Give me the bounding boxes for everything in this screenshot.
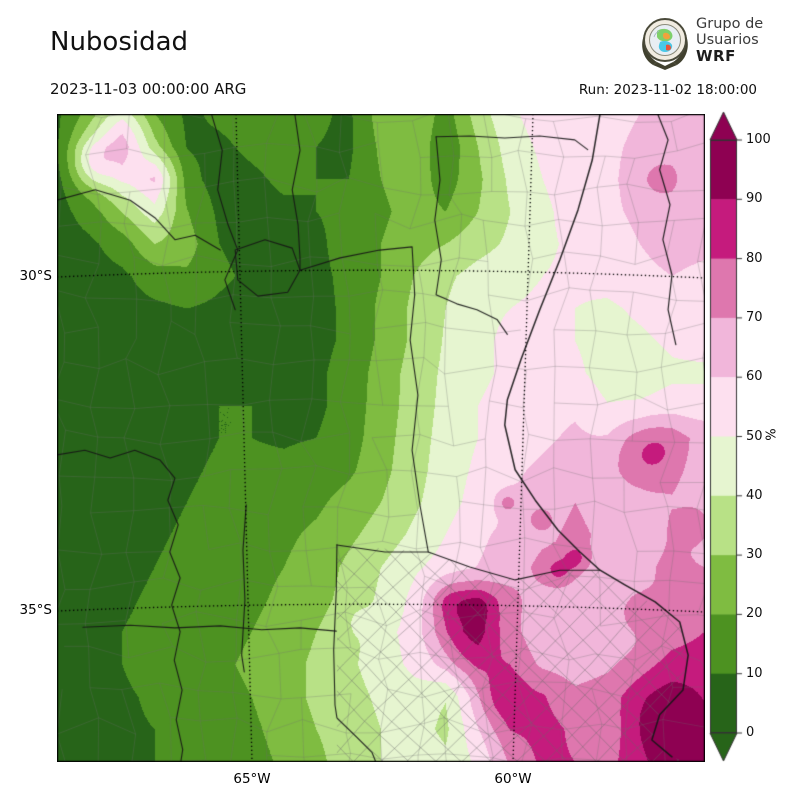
- colorbar-tick-label: 80: [746, 250, 763, 266]
- logo-line-3: WRF: [696, 47, 736, 65]
- logo-radar-map-icon: [653, 28, 673, 52]
- lon-tick-label-65w: 65°W: [233, 771, 271, 787]
- colorbar-unit-label: %: [761, 428, 777, 441]
- lon-tick-label-60w: 60°W: [494, 771, 532, 787]
- cloudiness-map-canvas: [57, 114, 705, 762]
- colorbar-tick-label: 60: [746, 369, 763, 385]
- logo-line-1: Grupo de: [696, 16, 764, 32]
- colorbar-tick-label: 30: [746, 547, 763, 563]
- valid-time-label: 2023-11-03 00:00:00 ARG: [50, 80, 247, 98]
- colorbar-tick-label: 0: [746, 725, 755, 740]
- wrf-users-group-logo-icon: [642, 18, 688, 70]
- colorbar-tick-label: 50: [746, 428, 763, 444]
- colorbar-tick-label: 90: [746, 191, 763, 207]
- logo-text: Grupo de Usuarios WRF: [696, 16, 763, 64]
- colorbar-tick-label: 100: [746, 132, 771, 147]
- lat-tick-label-30s: 30°S: [19, 268, 53, 284]
- colorbar-tick-label: 10: [746, 665, 763, 681]
- logo-line-2: Usuarios: [696, 32, 759, 48]
- lat-tick-label-35s: 35°S: [19, 602, 53, 618]
- colorbar-tick-label: 40: [746, 487, 763, 503]
- page-title: Nubosidad: [50, 27, 189, 57]
- colorbar-tick-label: 70: [746, 309, 763, 325]
- run-time-label: Run: 2023-11-02 18:00:00: [578, 82, 757, 98]
- colorbar-canvas: [704, 108, 746, 772]
- colorbar-tick-label: 20: [746, 606, 763, 622]
